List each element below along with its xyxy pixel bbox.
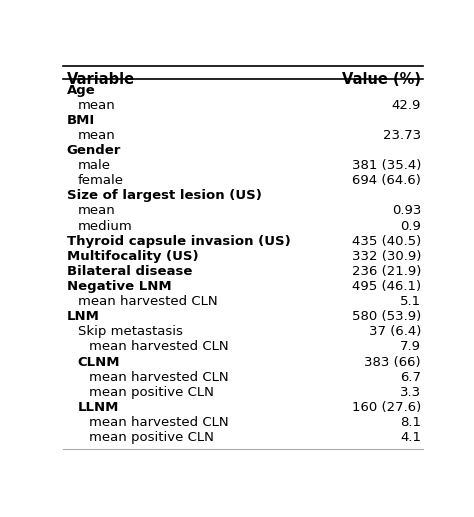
Text: Gender: Gender: [66, 144, 121, 157]
Text: LNM: LNM: [66, 310, 100, 323]
Text: Bilateral disease: Bilateral disease: [66, 265, 192, 278]
Text: mean harvested CLN: mean harvested CLN: [89, 371, 228, 384]
Text: mean positive CLN: mean positive CLN: [89, 386, 213, 399]
Text: 236 (21.9): 236 (21.9): [352, 265, 421, 278]
Text: BMI: BMI: [66, 114, 95, 127]
Text: mean: mean: [78, 99, 115, 112]
Text: mean harvested CLN: mean harvested CLN: [78, 295, 217, 308]
Text: 580 (53.9): 580 (53.9): [352, 310, 421, 323]
Text: medium: medium: [78, 220, 132, 233]
Text: 6.7: 6.7: [400, 371, 421, 384]
Text: Value (%): Value (%): [342, 72, 421, 87]
Text: male: male: [78, 159, 110, 172]
Text: 160 (27.6): 160 (27.6): [352, 401, 421, 414]
Text: 23.73: 23.73: [383, 129, 421, 142]
Text: Size of largest lesion (US): Size of largest lesion (US): [66, 189, 262, 202]
Text: mean: mean: [78, 129, 115, 142]
Text: 435 (40.5): 435 (40.5): [352, 235, 421, 248]
Text: female: female: [78, 174, 124, 187]
Text: 383 (66): 383 (66): [365, 356, 421, 369]
Text: Age: Age: [66, 84, 95, 97]
Text: mean harvested CLN: mean harvested CLN: [89, 341, 228, 354]
Text: 694 (64.6): 694 (64.6): [352, 174, 421, 187]
Text: 381 (35.4): 381 (35.4): [352, 159, 421, 172]
Text: 4.1: 4.1: [400, 431, 421, 444]
Text: 332 (30.9): 332 (30.9): [352, 250, 421, 263]
Text: mean harvested CLN: mean harvested CLN: [89, 416, 228, 429]
Text: 8.1: 8.1: [400, 416, 421, 429]
Text: Negative LNM: Negative LNM: [66, 280, 171, 293]
Text: Variable: Variable: [66, 72, 135, 87]
Text: 495 (46.1): 495 (46.1): [352, 280, 421, 293]
Text: Thyroid capsule invasion (US): Thyroid capsule invasion (US): [66, 235, 291, 248]
Text: 42.9: 42.9: [392, 99, 421, 112]
Text: mean: mean: [78, 205, 115, 218]
Text: mean positive CLN: mean positive CLN: [89, 431, 213, 444]
Text: Multifocality (US): Multifocality (US): [66, 250, 198, 263]
Text: CLNM: CLNM: [78, 356, 120, 369]
Text: 7.9: 7.9: [400, 341, 421, 354]
Text: LLNM: LLNM: [78, 401, 119, 414]
Text: 5.1: 5.1: [400, 295, 421, 308]
Text: 37 (6.4): 37 (6.4): [369, 325, 421, 338]
Text: 3.3: 3.3: [400, 386, 421, 399]
Text: 0.93: 0.93: [392, 205, 421, 218]
Text: 0.9: 0.9: [400, 220, 421, 233]
Text: Skip metastasis: Skip metastasis: [78, 325, 182, 338]
